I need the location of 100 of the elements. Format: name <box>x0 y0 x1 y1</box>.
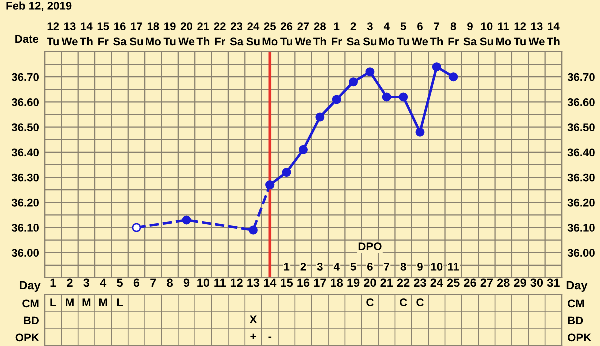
x-tick-label: 19 Tu <box>164 22 176 46</box>
x-tick-label: 25 Mo <box>262 22 278 46</box>
text: Day <box>566 281 588 292</box>
x-tick-label: 13 <box>248 278 260 288</box>
x2-tick-label: 10 <box>431 263 443 271</box>
y2-tick-label: 36.10 <box>568 224 595 232</box>
x-axis-title: Date <box>16 35 39 44</box>
x-tick-label: 2 <box>67 278 73 287</box>
y2-tick-label: 36.70 <box>568 73 595 82</box>
x2-axis-title: DPO <box>358 242 382 250</box>
x-tick-label: 3 Su <box>363 22 377 46</box>
text: L <box>50 298 56 306</box>
text: C <box>366 298 374 306</box>
x-tick-label: 8 Fr <box>448 22 459 46</box>
x-tick-label: 1 Fr <box>332 22 342 46</box>
y2-tick-label: 36.30 <box>568 174 595 182</box>
x-tick-label: 28 <box>497 278 510 288</box>
x-tick-label: 14 Th <box>547 22 560 46</box>
x-tick-label: 5 Tu <box>397 22 410 46</box>
text: + <box>250 334 256 340</box>
y-tick-label: 36.00 <box>12 249 39 258</box>
x-tick-label: 5 <box>117 278 124 288</box>
x-tick-label: 7 Th <box>430 22 444 46</box>
x-tick-label: 4 <box>100 278 107 287</box>
x-tick-label: 27 We <box>295 22 312 46</box>
x2-tick-label: 4 <box>334 263 340 271</box>
x-tick-label: 22 <box>397 278 410 287</box>
x-tick-label: 27 <box>480 278 493 287</box>
x2-tick-label: 1 <box>284 263 290 271</box>
y2-tick-label: OPK <box>568 334 592 342</box>
x-tick-label: 1 <box>50 278 56 287</box>
x-tick-label: 12 <box>230 278 243 287</box>
y-tick-label: 36.60 <box>12 98 39 106</box>
chart-title: Feb 12, 2019 <box>6 2 72 12</box>
x-tick-label: 18 <box>331 278 344 288</box>
y-tick-label: BD <box>24 316 39 325</box>
x2-tick-label: 7 <box>384 263 390 271</box>
y2-tick-label: CM <box>568 300 584 308</box>
y2-tick-label: 36.50 <box>568 124 595 132</box>
x-tick-label: 15 <box>281 278 294 288</box>
y-tick-label: 36.30 <box>12 174 39 182</box>
y-tick-label: 36.40 <box>12 148 39 157</box>
x-tick-label: 21 Th <box>196 22 210 46</box>
x-tick-label: 13 We <box>62 22 78 46</box>
text: C <box>416 298 424 306</box>
x-tick-label: 8 <box>167 278 173 288</box>
x-tick-label: 21 <box>380 278 394 287</box>
x-tick-label: 14 Th <box>80 22 93 46</box>
x-tick-label: 19 <box>348 278 360 288</box>
x-tick-label: 10 Su <box>480 22 494 46</box>
x-tick-label: 24 <box>430 278 444 287</box>
x2-tick-label: 9 <box>418 263 423 271</box>
y-tick-label: OPK <box>16 334 40 342</box>
x2-tick-label: 2 <box>300 263 306 271</box>
x-tick-label: 23 <box>414 278 426 288</box>
x-axis-title: Day <box>20 281 41 292</box>
x-tick-label: 17 Su <box>130 22 144 46</box>
y-tick-label: 36.10 <box>12 224 39 232</box>
x-tick-label: 24 Su <box>246 22 260 46</box>
x-tick-label: 11 Mo <box>496 22 512 46</box>
x-tick-label: 16 Sa <box>114 22 127 46</box>
x-tick-label: 17 <box>314 278 326 287</box>
x-tick-label: 23 Sa <box>230 22 244 46</box>
y2-tick-label: 36.00 <box>568 249 595 258</box>
text: X <box>250 316 258 324</box>
y-tick-label: 36.20 <box>12 198 39 207</box>
y-tick-label: 36.70 <box>12 73 39 82</box>
x-tick-label: 10 <box>198 278 210 288</box>
x-tick-label: 15 Fr <box>98 22 110 46</box>
y-tick-label: CM <box>22 300 39 308</box>
x-tick-label: 2 Sa <box>347 22 360 46</box>
x-tick-label: 20 <box>364 278 376 288</box>
x-tick-label: 25 <box>447 278 460 288</box>
x-tick-label: 12 Tu <box>514 22 526 46</box>
text: M <box>82 298 91 306</box>
x-tick-label: 31 <box>547 278 560 288</box>
x-tick-label: 30 <box>530 278 544 288</box>
x2-tick-label: 5 <box>350 263 356 271</box>
x-tick-label: 14 <box>264 278 277 287</box>
x-tick-label: 4 Mo <box>380 22 394 46</box>
x-tick-label: 7 <box>150 278 156 287</box>
x-tick-label: 13 We <box>528 22 545 46</box>
text: M <box>66 298 74 306</box>
x-tick-label: 16 <box>298 278 310 288</box>
x-tick-label: 28 Th <box>314 22 326 46</box>
y-tick-label: 36.50 <box>12 124 39 132</box>
text: - <box>268 336 272 338</box>
x-tick-label: 9 <box>184 278 190 288</box>
y2-tick-label: 36.40 <box>568 148 595 157</box>
x2-tick-label: 8 <box>400 263 406 271</box>
x-tick-label: 20 We <box>178 22 195 46</box>
x-tick-label: 22 Fr <box>214 22 226 46</box>
x-tick-label: 6 <box>134 278 140 288</box>
x-tick-label: 11 <box>214 278 226 287</box>
x2-tick-label: 3 <box>317 263 323 271</box>
x-tick-label: 29 <box>514 278 526 288</box>
x-tick-label: 3 <box>84 278 90 288</box>
text: C <box>400 298 408 306</box>
text: L <box>117 298 124 306</box>
x2-tick-label: 11 <box>448 263 460 271</box>
